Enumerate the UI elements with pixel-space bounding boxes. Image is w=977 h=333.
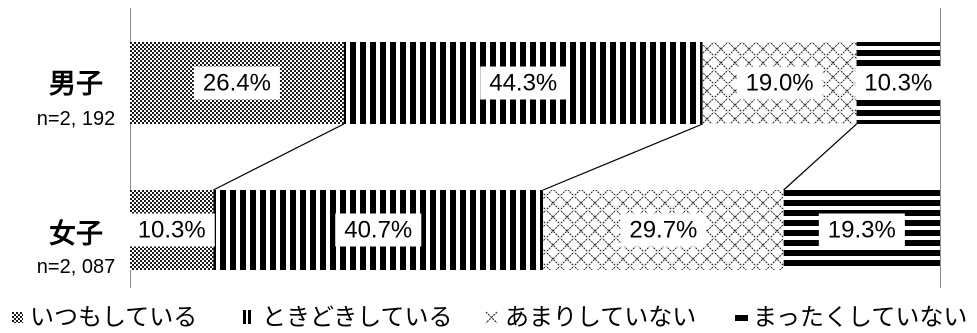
data-label-text: 19.3% [828, 217, 896, 244]
data-label-text: 44.3% [489, 70, 557, 97]
category-label-female: 女子 [49, 218, 103, 250]
series-line-3 [783, 123, 857, 191]
data-label-box [855, 66, 942, 100]
legend-swatch-always [12, 312, 23, 323]
data-label-text: 10.3% [864, 70, 932, 97]
legend-swatch-rarely [485, 311, 498, 324]
data-label-r2-s2: 40.7% [335, 213, 422, 247]
data-label-box [128, 213, 215, 247]
data-label-box [335, 213, 422, 247]
series-line-2 [542, 123, 703, 191]
legend-swatch-sometimes [243, 310, 251, 324]
legend-label-always: いつもしている [30, 303, 197, 331]
data-label-r1-s4: 10.3% [855, 66, 942, 100]
data-label-box [193, 66, 280, 100]
sample-size-female: n=2, 087 [37, 256, 115, 278]
legend-item-sometimes: ときどきしている [243, 303, 453, 331]
data-label-text: 40.7% [344, 217, 412, 244]
data-label-box [480, 66, 567, 100]
data-label-text: 10.3% [138, 217, 206, 244]
data-label-box [736, 66, 823, 100]
data-label-text: 19.0% [746, 70, 814, 97]
data-label-box [818, 213, 905, 247]
sample-size-male: n=2, 192 [37, 108, 115, 130]
data-label-r2-s1: 10.3% [128, 213, 215, 247]
legend-label-never: まったくしていない [753, 303, 967, 331]
data-labels: 26.4% 44.3% 19.0% 10.3% 10.3% 40.7% 29.7% 19.3% [128, 66, 942, 247]
data-label-r1-s1: 26.4% [193, 66, 280, 100]
legend: いつもしている ときどきしている あまりしていない まったくしていない [12, 303, 967, 331]
category-label-male: 男子 [49, 69, 103, 100]
series-lines [213, 123, 857, 191]
data-label-r1-s3: 19.0% [736, 66, 823, 100]
legend-item-never: まったくしていない [735, 303, 967, 331]
legend-item-always: いつもしている [12, 303, 197, 331]
legend-label-sometimes: ときどきしている [262, 303, 453, 331]
data-label-r1-s2: 44.3% [480, 66, 567, 100]
legend-swatch-never [735, 315, 748, 321]
data-label-r2-s4: 19.3% [818, 213, 905, 247]
data-label-text: 29.7% [629, 217, 697, 244]
series-line-1 [213, 123, 345, 191]
legend-item-rarely: あまりしていない [485, 303, 696, 331]
data-label-box [620, 213, 707, 247]
data-label-text: 26.4% [203, 70, 271, 97]
data-label-r2-s3: 29.7% [620, 213, 707, 247]
legend-label-rarely: あまりしていない [505, 303, 696, 331]
